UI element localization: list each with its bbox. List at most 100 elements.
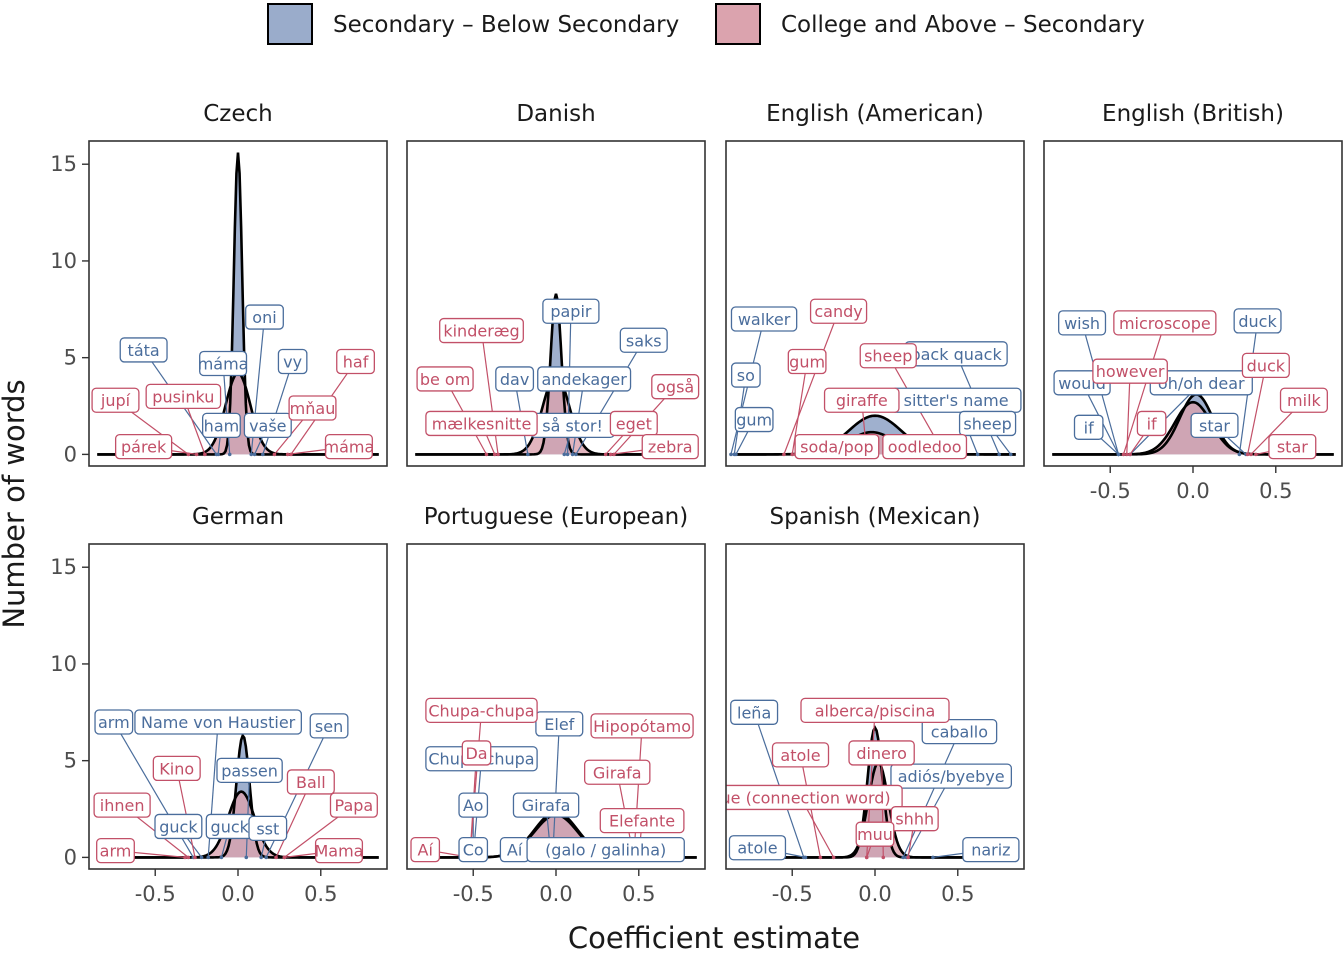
word-label-text: Papa [335, 796, 374, 815]
label-anchor [193, 855, 197, 860]
word-label-text: Ball [296, 773, 326, 792]
y-tick-label: 0 [64, 442, 77, 466]
y-tick-label: 10 [50, 652, 77, 676]
label-anchor [565, 452, 570, 457]
word-label-secondary: guck [205, 813, 254, 840]
word-label-secondary: dav [495, 366, 535, 392]
x-tick-label: 0.5 [1259, 479, 1292, 503]
label-anchor [1249, 452, 1253, 457]
word-label-box [855, 821, 895, 847]
label-anchor [1121, 452, 1126, 457]
word-label-box [336, 348, 375, 375]
word-label-text: vy [283, 353, 302, 372]
word-label-text: mňau [290, 399, 336, 418]
word-label-secondary: oni [245, 304, 284, 330]
label-anchor [1116, 452, 1121, 457]
word-label-text: jupí [100, 391, 131, 410]
word-label-box [1073, 414, 1104, 440]
word-label-secondary: Elef [535, 711, 584, 737]
word-label-college: máma [324, 434, 374, 460]
word-label-box [439, 317, 524, 344]
word-label-secondary: so [731, 362, 761, 388]
word-label-secondary: sheep [958, 410, 1017, 437]
word-label-secondary: vy [277, 348, 308, 375]
word-label-college: også [651, 374, 700, 400]
label-anchor [997, 452, 1001, 457]
word-label-text: pusinku [152, 387, 214, 406]
word-label-college: jupí [91, 387, 140, 413]
y-axis-title: Number of words [0, 379, 31, 628]
word-label-text: oodledoo [888, 438, 962, 457]
word-label-box [542, 298, 600, 324]
label-anchor [496, 452, 500, 457]
word-label-text: duck [1247, 356, 1286, 375]
word-label-text: Co [463, 841, 484, 860]
word-label-secondary: Ao [458, 792, 489, 818]
word-label-text: oh/oh dear [1158, 374, 1245, 393]
word-label-box [535, 711, 584, 737]
word-label-box [288, 395, 337, 421]
word-label-secondary: vaše [243, 412, 292, 439]
word-label-text: so [737, 366, 755, 385]
word-label-secondary: wish [1058, 310, 1107, 336]
word-label-secondary: star [1190, 412, 1239, 439]
panel-title: English (British) [1102, 101, 1284, 127]
label-anchor [574, 452, 578, 457]
density-line-college [734, 430, 1016, 456]
panel-title: Danish [516, 101, 595, 127]
word-label-box [461, 740, 492, 766]
label-anchor [227, 452, 232, 457]
word-label-box [584, 759, 651, 785]
word-label-secondary: ham [201, 412, 241, 439]
word-label-box [314, 837, 364, 864]
word-label-college: milk [1279, 387, 1328, 413]
word-label-text: ihnen [100, 796, 145, 815]
word-label-college: kinderæg [439, 317, 524, 344]
word-label-box [145, 383, 222, 410]
panel-5: German arm Name von Haustier sen passen guck g… [50, 504, 388, 906]
word-label-text: ham [204, 416, 240, 435]
word-label-text: guck [211, 817, 250, 836]
word-label-text: however [1096, 362, 1165, 381]
density-area-college [415, 814, 697, 858]
word-label-text: Da [465, 744, 487, 763]
label-anchor [570, 452, 575, 457]
word-label-text: star [1277, 438, 1308, 457]
word-label-secondary: sst [248, 815, 288, 842]
word-label-text: caballo [931, 723, 988, 742]
label-anchor [206, 855, 210, 860]
word-label-box [216, 757, 283, 783]
word-label-college: however [1092, 358, 1168, 384]
label-anchor [261, 452, 265, 457]
word-label-text: Girafa [593, 763, 642, 782]
label-leader [222, 363, 231, 455]
y-tick-label: 10 [50, 249, 77, 273]
word-label-secondary: andekager [537, 366, 632, 392]
word-label-secondary: gum [734, 406, 774, 433]
word-label-box [425, 697, 538, 724]
word-label-box [823, 387, 900, 413]
x-tick-label: 0.5 [304, 882, 337, 906]
word-label-box [958, 410, 1017, 437]
label-anchor [285, 452, 290, 457]
word-label-college: be om [416, 366, 474, 392]
x-tick-label: -0.5 [772, 882, 813, 906]
x-tick-label: 0.0 [1176, 479, 1209, 503]
x-tick-label: 0.5 [941, 882, 974, 906]
word-label-box [599, 807, 685, 834]
word-label-text: alberca/piscina [815, 701, 936, 720]
word-label-box [245, 304, 284, 330]
label-anchor [729, 452, 733, 457]
word-label-box [882, 434, 968, 460]
word-label-text: vaše [249, 416, 286, 435]
word-label-box [771, 742, 830, 768]
word-label-box [730, 699, 779, 725]
label-anchor [818, 855, 823, 860]
word-label-text: (galo / galinha) [545, 841, 666, 860]
word-label-college: Elefante [599, 807, 685, 834]
word-label-secondary: adiós/byebye [890, 763, 1013, 789]
word-label-text: dav [500, 370, 529, 389]
word-label-text: duck [1238, 312, 1277, 331]
